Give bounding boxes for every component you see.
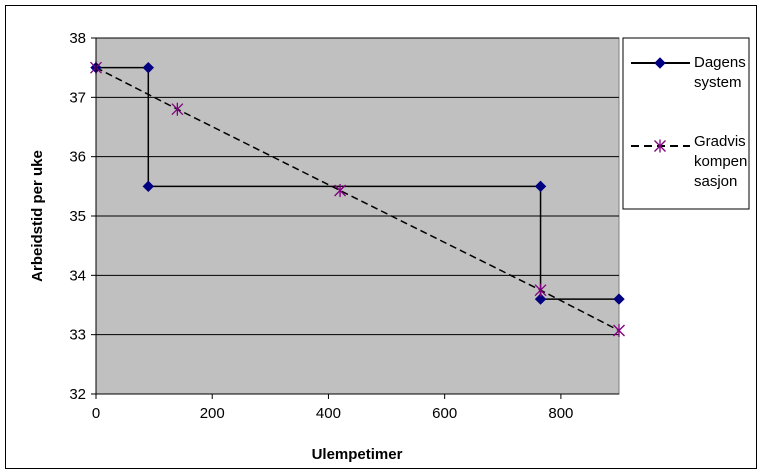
x-tick-label: 400 bbox=[316, 405, 341, 422]
legend-label: system bbox=[694, 74, 742, 91]
legend-label: Gradvis bbox=[694, 133, 746, 150]
y-tick-label: 34 bbox=[69, 267, 86, 284]
series-layer bbox=[90, 61, 625, 338]
legend-marker-1 bbox=[654, 139, 666, 153]
y-tick-label: 33 bbox=[69, 327, 86, 344]
data-point-0 bbox=[142, 61, 155, 74]
series-line-1 bbox=[95, 66, 620, 332]
gridlines bbox=[96, 37, 619, 336]
legend: Dagens system Gradvis kompen sasjon bbox=[622, 37, 750, 210]
legend-label: sasjon bbox=[694, 173, 737, 190]
y-tick-label: 36 bbox=[69, 149, 86, 166]
data-point-1 bbox=[171, 102, 184, 116]
x-tick-label: 0 bbox=[92, 405, 100, 422]
data-point-0 bbox=[142, 180, 155, 193]
legend-label: kompen bbox=[694, 153, 747, 170]
y-tick-label: 35 bbox=[69, 208, 86, 225]
x-tick-label: 800 bbox=[548, 405, 573, 422]
y-tick-label: 37 bbox=[69, 89, 86, 106]
data-point-0 bbox=[534, 180, 547, 193]
y-axis-title: Arbeidstid per uke bbox=[29, 150, 46, 282]
data-point-0 bbox=[613, 293, 625, 305]
data-point-1 bbox=[334, 183, 347, 197]
data-point-0 bbox=[534, 293, 547, 305]
y-tick-label: 32 bbox=[69, 386, 86, 403]
y-tick-label: 38 bbox=[69, 30, 86, 47]
legend-label: Dagens bbox=[694, 54, 746, 71]
legend-box bbox=[622, 37, 750, 210]
x-tick-label: 200 bbox=[200, 405, 225, 422]
x-tick-label: 600 bbox=[432, 405, 457, 422]
data-point-1 bbox=[613, 324, 625, 338]
x-axis-title: Ulempetimer bbox=[312, 446, 403, 463]
legend-marker-0 bbox=[654, 57, 666, 69]
axes: 32 33 34 35 36 37 38 0 200 400 600 800 bbox=[69, 30, 619, 422]
data-point-1 bbox=[534, 283, 547, 297]
